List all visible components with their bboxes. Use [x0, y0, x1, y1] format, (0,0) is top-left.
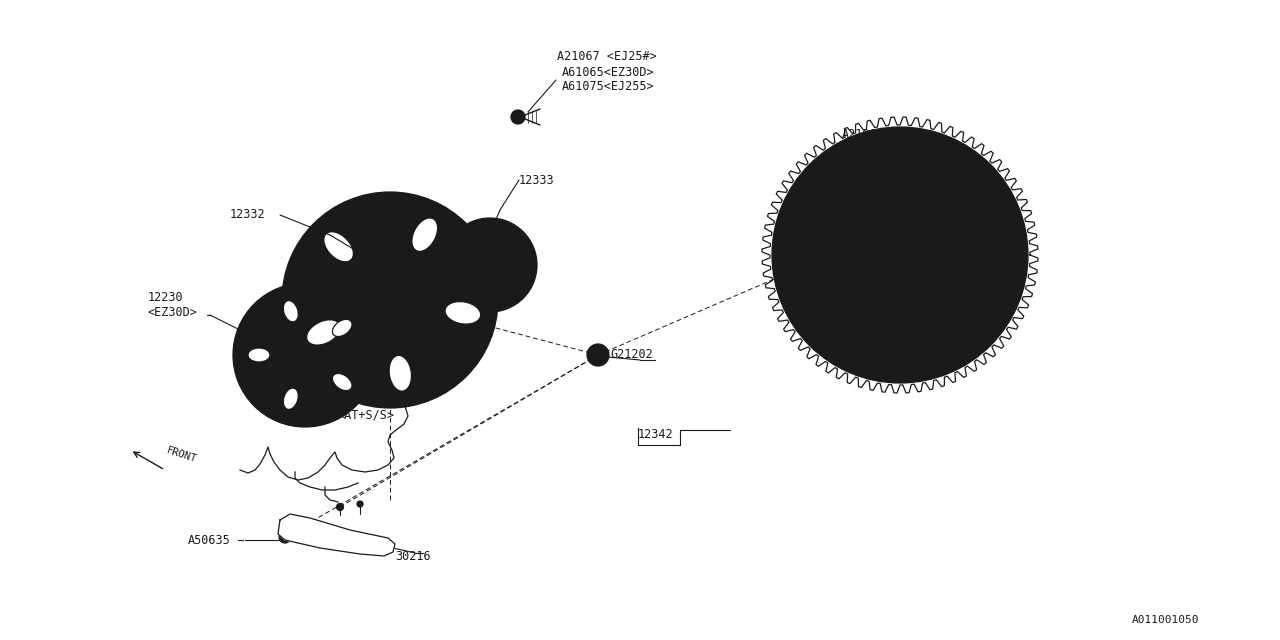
Circle shape: [342, 252, 438, 348]
Circle shape: [370, 280, 410, 320]
Circle shape: [275, 351, 283, 359]
Circle shape: [279, 531, 291, 543]
Circle shape: [929, 250, 940, 260]
Circle shape: [498, 256, 503, 262]
Circle shape: [513, 269, 524, 279]
Circle shape: [511, 110, 525, 124]
Circle shape: [288, 374, 296, 381]
Circle shape: [361, 282, 367, 288]
Circle shape: [357, 501, 364, 507]
Circle shape: [457, 269, 466, 279]
Ellipse shape: [324, 232, 353, 262]
Text: 30216: 30216: [396, 550, 430, 563]
Circle shape: [483, 257, 498, 273]
Circle shape: [503, 236, 512, 246]
Circle shape: [380, 290, 399, 310]
Circle shape: [314, 328, 323, 337]
Circle shape: [413, 312, 419, 318]
Circle shape: [840, 195, 960, 315]
Text: 12230
<EZ30D>: 12230 <EZ30D>: [148, 291, 198, 319]
Circle shape: [429, 294, 439, 305]
Circle shape: [772, 127, 1028, 383]
Circle shape: [326, 351, 335, 359]
Ellipse shape: [445, 301, 481, 324]
Text: FRONT: FRONT: [165, 445, 198, 465]
Circle shape: [878, 221, 888, 230]
Ellipse shape: [333, 374, 352, 390]
Circle shape: [314, 374, 323, 381]
Polygon shape: [278, 514, 396, 556]
Circle shape: [407, 257, 417, 268]
Circle shape: [282, 534, 288, 540]
Circle shape: [362, 333, 374, 344]
Circle shape: [476, 256, 483, 262]
Circle shape: [467, 236, 477, 246]
Circle shape: [822, 172, 835, 184]
Circle shape: [291, 341, 319, 369]
Ellipse shape: [283, 301, 298, 322]
Circle shape: [362, 257, 374, 268]
Circle shape: [486, 274, 493, 280]
Circle shape: [911, 280, 922, 289]
Circle shape: [291, 200, 490, 400]
Text: A50635: A50635: [188, 534, 230, 547]
Circle shape: [387, 327, 393, 333]
Circle shape: [243, 293, 367, 417]
Text: G21202: G21202: [611, 349, 653, 362]
Circle shape: [591, 348, 605, 362]
Ellipse shape: [283, 388, 298, 410]
Ellipse shape: [307, 320, 340, 345]
Circle shape: [332, 242, 448, 358]
Circle shape: [288, 328, 296, 337]
Circle shape: [451, 225, 530, 305]
Text: A21067 <EJ25#>: A21067 <EJ25#>: [557, 51, 657, 63]
Ellipse shape: [412, 218, 438, 252]
Circle shape: [878, 280, 888, 289]
Circle shape: [474, 248, 507, 282]
Circle shape: [380, 540, 390, 550]
Circle shape: [340, 294, 352, 305]
Circle shape: [275, 325, 335, 385]
Circle shape: [298, 348, 312, 362]
Text: 12333: 12333: [518, 173, 554, 186]
Circle shape: [588, 344, 609, 366]
Circle shape: [911, 221, 922, 230]
Circle shape: [485, 290, 495, 300]
Text: A61065<EZ30D>: A61065<EZ30D>: [562, 65, 654, 79]
Text: 12332: 12332: [230, 209, 266, 221]
Circle shape: [361, 312, 367, 318]
Circle shape: [861, 250, 870, 260]
Circle shape: [383, 543, 388, 547]
Text: A61074<EJ255>: A61074<EJ255>: [842, 143, 934, 157]
Circle shape: [413, 282, 419, 288]
Circle shape: [300, 210, 480, 390]
Circle shape: [407, 333, 417, 344]
Text: <AT+S/S>: <AT+S/S>: [338, 408, 396, 422]
Circle shape: [443, 218, 538, 312]
Circle shape: [826, 175, 831, 181]
Ellipse shape: [389, 355, 411, 391]
Ellipse shape: [248, 348, 270, 362]
Ellipse shape: [333, 319, 352, 337]
Circle shape: [891, 246, 909, 264]
Circle shape: [387, 267, 393, 273]
Circle shape: [800, 155, 1000, 355]
Text: 12342: 12342: [637, 429, 673, 442]
Circle shape: [595, 352, 602, 358]
Circle shape: [852, 207, 948, 303]
Text: A21066<EJ25#>: A21066<EJ25#>: [842, 129, 934, 141]
Circle shape: [337, 504, 343, 511]
Circle shape: [233, 283, 378, 427]
Circle shape: [282, 192, 498, 408]
Text: A61075<EJ255>: A61075<EJ255>: [562, 81, 654, 93]
Text: A011001050: A011001050: [1132, 615, 1199, 625]
Circle shape: [515, 113, 522, 121]
Circle shape: [881, 235, 920, 275]
Text: <MT>: <MT>: [992, 289, 1020, 301]
